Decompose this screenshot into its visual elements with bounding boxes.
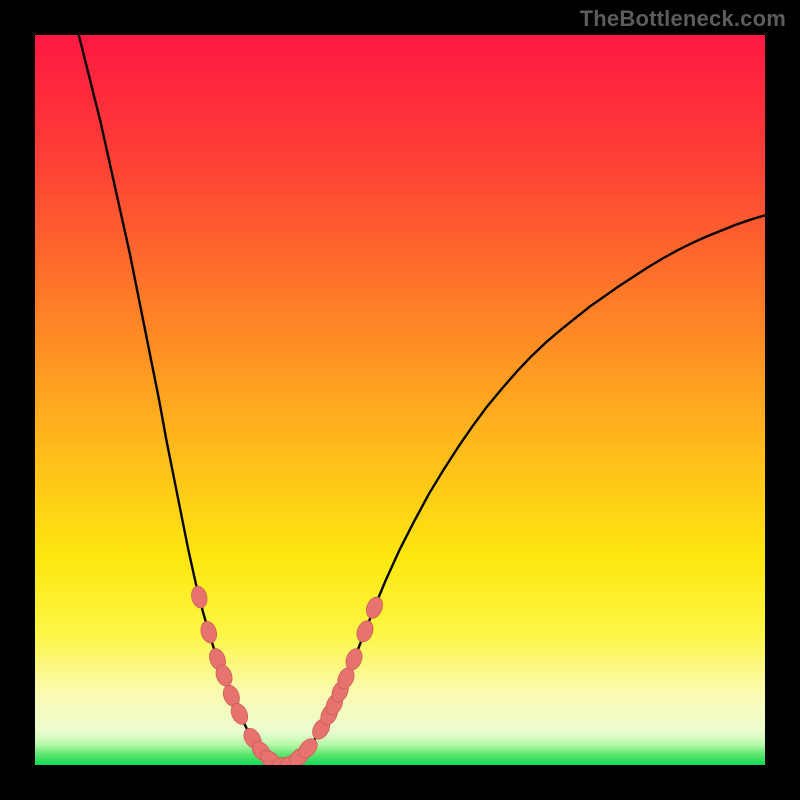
chart-stage: TheBottleneck.com (0, 0, 800, 800)
plot-gradient (35, 35, 765, 765)
chart-svg (0, 0, 800, 800)
